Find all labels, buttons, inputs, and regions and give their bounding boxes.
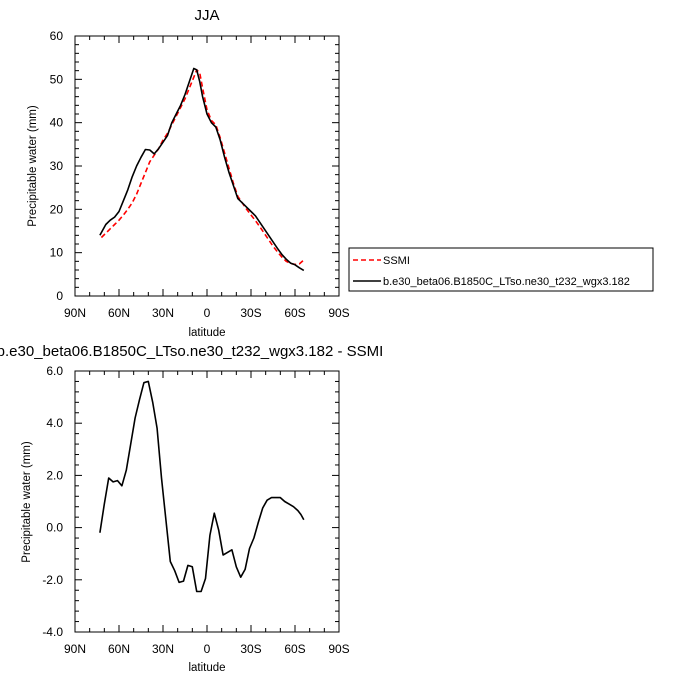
top-y-tick-label: 20 [50, 202, 64, 216]
top-y-tick-label: 50 [50, 72, 64, 86]
top-x-tick-label: 60N [108, 306, 130, 320]
top-x-tick-label: 90N [64, 306, 86, 320]
legend-box [348, 247, 654, 292]
bottom-chart-title: b.e30_beta06.B1850C_LTso.ne30_t232_wgx3.… [0, 343, 383, 360]
bottom-x-tick-label: 60S [284, 642, 305, 656]
bottom-y-tick-label: 2.0 [46, 468, 63, 482]
top-y-tick-label: 0 [56, 289, 63, 303]
top-plot-area: 90N 60N 30N 0 30S 60S 90S 0 10 20 30 40 50 60 [50, 29, 350, 320]
bottom-y-tick-label: 6.0 [46, 364, 63, 378]
top-x-tick-label: 0 [204, 306, 211, 320]
bottom-x-tick-label: 0 [204, 642, 211, 656]
bottom-x-tick-label: 90N [64, 642, 86, 656]
top-x-tick-label: 30S [240, 306, 261, 320]
panel-bottom: b.e30_beta06.B1850C_LTso.ne30_t232_wgx3.… [0, 343, 383, 674]
legend: SSMI b.e30_beta06.B1850C_LTso.ne30_t232_… [348, 247, 654, 292]
top-y-axis-label: Precipitable water (mm) [27, 105, 39, 227]
top-y-tick-label: 10 [50, 246, 64, 260]
bottom-x-tick-label: 30N [152, 642, 174, 656]
bottom-y-axis-label: Precipitable water (mm) [21, 441, 33, 563]
top-y-tick-label: 60 [50, 29, 64, 43]
top-y-tick-label: 40 [50, 116, 64, 130]
top-chart-title: JJA [194, 7, 219, 24]
top-y-tick-label: 30 [50, 159, 64, 173]
bottom-x-axis-label: latitude [188, 662, 225, 674]
top-x-tick-label: 60S [284, 306, 305, 320]
bottom-x-tick-label: 90S [328, 642, 349, 656]
bottom-series-line-0 [99, 380, 305, 593]
top-plot-frame [74, 35, 340, 297]
top-x-tick-label: 90S [328, 306, 349, 320]
bottom-y-tick-label: 4.0 [46, 416, 63, 430]
top-series-line-1 [99, 67, 305, 272]
bottom-y-tick-label: -4.0 [42, 625, 63, 639]
legend-label-model: b.e30_beta06.B1850C_LTso.ne30_t232_wgx3.… [383, 276, 630, 288]
legend-label-ssmi: SSMI [383, 255, 410, 267]
bottom-x-tick-label: 60N [108, 642, 130, 656]
bottom-y-tick-label: -2.0 [42, 573, 63, 587]
panel-top: JJA 90N 60N 30N 0 30S 60S 90S 0 10 20 30 40 50 60 lat… [27, 7, 350, 339]
top-x-axis-label: latitude [188, 327, 225, 339]
bottom-plot-area: 90N 60N 30N 0 30S 60S 90S -4.0 -2.0 0.0 2.0 4.0 6.0 [42, 364, 349, 656]
top-x-tick-label: 30N [152, 306, 174, 320]
bottom-x-tick-label: 30S [240, 642, 261, 656]
bottom-plot-frame [74, 370, 340, 633]
bottom-y-tick-label: 0.0 [46, 521, 63, 535]
